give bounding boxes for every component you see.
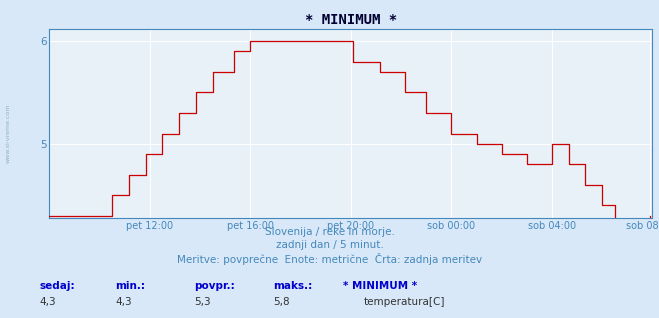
- Title: * MINIMUM *: * MINIMUM *: [305, 13, 397, 27]
- Text: min.:: min.:: [115, 281, 146, 291]
- Text: sedaj:: sedaj:: [40, 281, 75, 291]
- Text: maks.:: maks.:: [273, 281, 313, 291]
- Text: povpr.:: povpr.:: [194, 281, 235, 291]
- Text: 4,3: 4,3: [115, 297, 132, 307]
- Text: 5,8: 5,8: [273, 297, 290, 307]
- Text: zadnji dan / 5 minut.: zadnji dan / 5 minut.: [275, 240, 384, 250]
- Text: Slovenija / reke in morje.: Slovenija / reke in morje.: [264, 227, 395, 237]
- Text: temperatura[C]: temperatura[C]: [364, 297, 445, 307]
- Text: www.si-vreme.com: www.si-vreme.com: [5, 104, 11, 163]
- Text: 4,3: 4,3: [40, 297, 56, 307]
- Text: * MINIMUM *: * MINIMUM *: [343, 281, 416, 291]
- Text: 5,3: 5,3: [194, 297, 211, 307]
- Text: Meritve: povprečne  Enote: metrične  Črta: zadnja meritev: Meritve: povprečne Enote: metrične Črta:…: [177, 253, 482, 265]
